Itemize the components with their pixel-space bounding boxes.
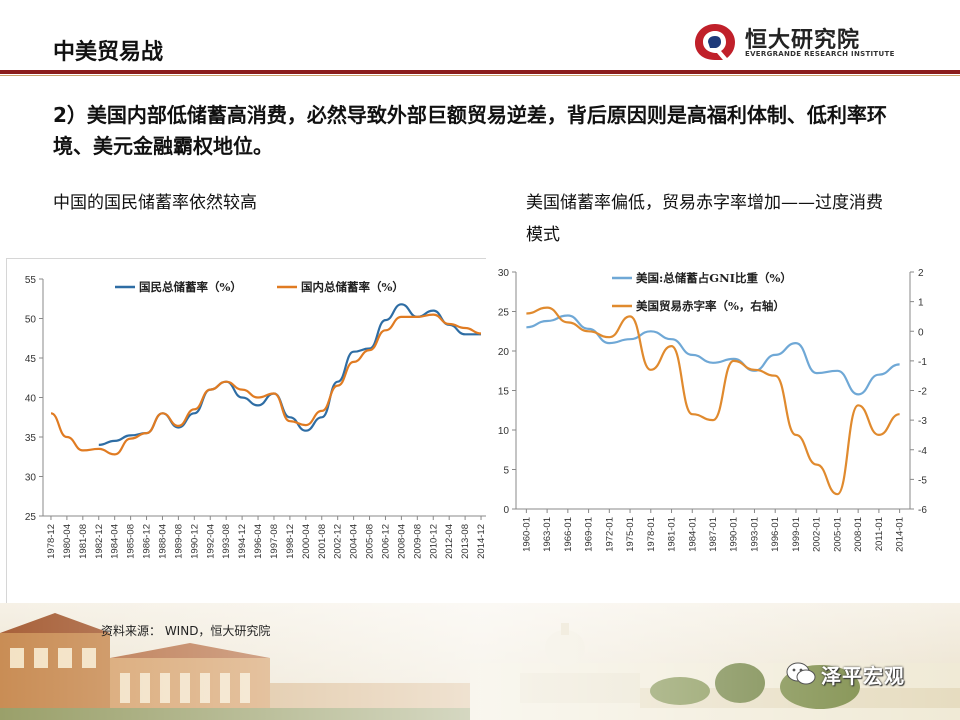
subtitle-right: 美国储蓄率偏低，贸易赤字率增加——过度消费模式: [526, 193, 883, 245]
y-tick-label: 30: [25, 473, 37, 484]
x-tick-label: 2005-01: [832, 517, 843, 552]
legend-label: 国民总储蓄率（%）: [139, 280, 242, 294]
y-tick-label: 10: [498, 426, 510, 437]
x-tick-label: 1981-01: [667, 517, 678, 552]
y-tick-label: 35: [25, 433, 37, 444]
china-savings-chart: 25 30 35 40 45 50 55 1978-12 1980-04 1981-08 1982-…: [6, 258, 494, 608]
y2-tick-label: 2: [918, 268, 924, 279]
x-tick-label: 1960-01: [521, 517, 532, 552]
y-tick-label: 25: [498, 308, 510, 319]
x-tick-label: 1985-08: [126, 524, 137, 559]
source-note: 资料来源： WIND，恒大研究院: [101, 624, 271, 638]
y2-tick-label: 1: [918, 298, 924, 309]
legend-label: 美国贸易赤字率（%，右轴）: [636, 299, 785, 313]
y-tick-label: 40: [25, 394, 37, 405]
x-tick-label: 1992-04: [205, 524, 216, 559]
evergrande-logo-icon: [695, 24, 735, 60]
x-tick-label: 1987-01: [708, 517, 719, 552]
x-tick-label: 2001-08: [317, 524, 328, 559]
x-tick-label: 2002-12: [333, 524, 344, 559]
x-tick-label: 1986-12: [142, 524, 153, 559]
x-tick-label: 2008-04: [396, 524, 407, 559]
series-line: [526, 314, 900, 396]
series-line: [50, 313, 482, 456]
us-savings-chart: 0 5 10 15 20 25 30 -6 -5 -4 -3 -2 -1 0 1 2 1960-01 1963-0…: [486, 256, 950, 608]
x-tick-label: 1993-08: [221, 524, 232, 559]
x-tick-label: 2009-08: [412, 524, 423, 559]
x-tick-label: 2000-04: [301, 524, 312, 559]
x-tick-label: 1996-04: [253, 524, 264, 559]
y2-tick-label: -1: [918, 357, 927, 368]
x-tick-label: 2013-08: [460, 524, 471, 559]
legend-label: 国内总储蓄率（%）: [301, 280, 404, 294]
y2-tick-label: -3: [918, 416, 927, 427]
header-rule: [0, 70, 960, 74]
x-tick-label: 1969-01: [584, 517, 595, 552]
x-tick-label: 1972-01: [604, 517, 615, 552]
x-tick-label: 2010-12: [428, 524, 439, 559]
x-tick-label: 1996-01: [770, 517, 781, 552]
logo-name-cn: 恒大研究院: [745, 28, 861, 53]
y-tick-label: 55: [25, 275, 37, 286]
x-tick-label: 1982-12: [94, 524, 105, 559]
series-line: [98, 303, 481, 446]
watermark-text: 泽平宏观: [821, 664, 905, 688]
watermark: 泽平宏观: [785, 660, 935, 690]
x-tick-label: 1999-01: [791, 517, 802, 552]
x-tick-label: 1978-01: [646, 517, 657, 552]
page-title: 中美贸易战: [53, 40, 164, 65]
y-tick-label: 15: [498, 387, 510, 398]
x-tick-label: 2006-12: [380, 524, 391, 559]
x-tick-label: 1981-08: [78, 524, 89, 559]
x-tick-label: 1978-12: [46, 524, 57, 559]
y-tick-label: 5: [503, 466, 509, 477]
x-tick-label: 2004-04: [349, 524, 360, 559]
x-tick-label: 1989-08: [173, 524, 184, 559]
x-tick-label: 2008-01: [853, 517, 864, 552]
x-tick-label: 1997-08: [269, 524, 280, 559]
y-tick-label: 45: [25, 354, 37, 365]
x-tick-label: 1990-01: [729, 517, 740, 552]
y2-tick-label: -4: [918, 446, 927, 457]
y2-tick-label: -6: [918, 505, 927, 516]
x-tick-label: 2014-01: [895, 517, 906, 552]
y-tick-label: 20: [498, 347, 510, 358]
legend-label: 美国:总储蓄占GNI比重（%）: [636, 271, 792, 285]
x-tick-label: 1984-04: [110, 524, 121, 559]
x-tick-label: 1975-01: [625, 517, 636, 552]
y-tick-label: 30: [498, 268, 510, 279]
x-tick-label: 2012-04: [444, 524, 455, 559]
x-tick-label: 1993-01: [749, 517, 760, 552]
china-savings-chart-svg: 25 30 35 40 45 50 55 1978-12 1980-04 1981-08 1982-…: [25, 275, 489, 559]
y2-tick-label: -5: [918, 475, 927, 486]
x-tick-label: 1963-01: [542, 517, 553, 552]
header-rule-thin: [0, 75, 960, 76]
x-tick-label: 1984-01: [687, 517, 698, 552]
x-tick-label: 1980-04: [62, 524, 73, 559]
y2-tick-label: 0: [918, 327, 924, 338]
x-tick-label: 2005-08: [365, 524, 376, 559]
building-photo-band: [0, 603, 960, 720]
series-line: [526, 306, 900, 496]
us-savings-chart-svg: 0 5 10 15 20 25 30 -6 -5 -4 -3 -2 -1 0 1 2 1960-01 1963-0…: [498, 268, 927, 552]
y-tick-label: 50: [25, 315, 37, 326]
x-tick-label: 1988-04: [157, 524, 168, 559]
x-tick-label: 1966-01: [563, 517, 574, 552]
logo-name-en: EVERGRANDE RESEARCH INSTITUTE: [745, 50, 895, 58]
y-tick-label: 0: [503, 505, 509, 516]
x-tick-label: 1990-12: [189, 524, 200, 559]
x-tick-label: 2011-01: [874, 517, 885, 551]
headline: 2）美国内部低储蓄高消费，必然导致外部巨额贸易逆差，背后原因则是高福利体制、低利…: [53, 103, 887, 158]
subtitle-left: 中国的国民储蓄率依然较高: [53, 193, 257, 213]
logo: 恒大研究院 EVERGRANDE RESEARCH INSTITUTE: [693, 20, 895, 66]
x-tick-label: 2014-12: [476, 524, 487, 559]
y-tick-label: 25: [25, 512, 37, 523]
x-tick-label: 2002-01: [812, 517, 823, 552]
y2-tick-label: -2: [918, 387, 927, 398]
wechat-icon: [786, 662, 816, 685]
x-tick-label: 1998-12: [285, 524, 296, 559]
x-tick-label: 1994-12: [237, 524, 248, 559]
